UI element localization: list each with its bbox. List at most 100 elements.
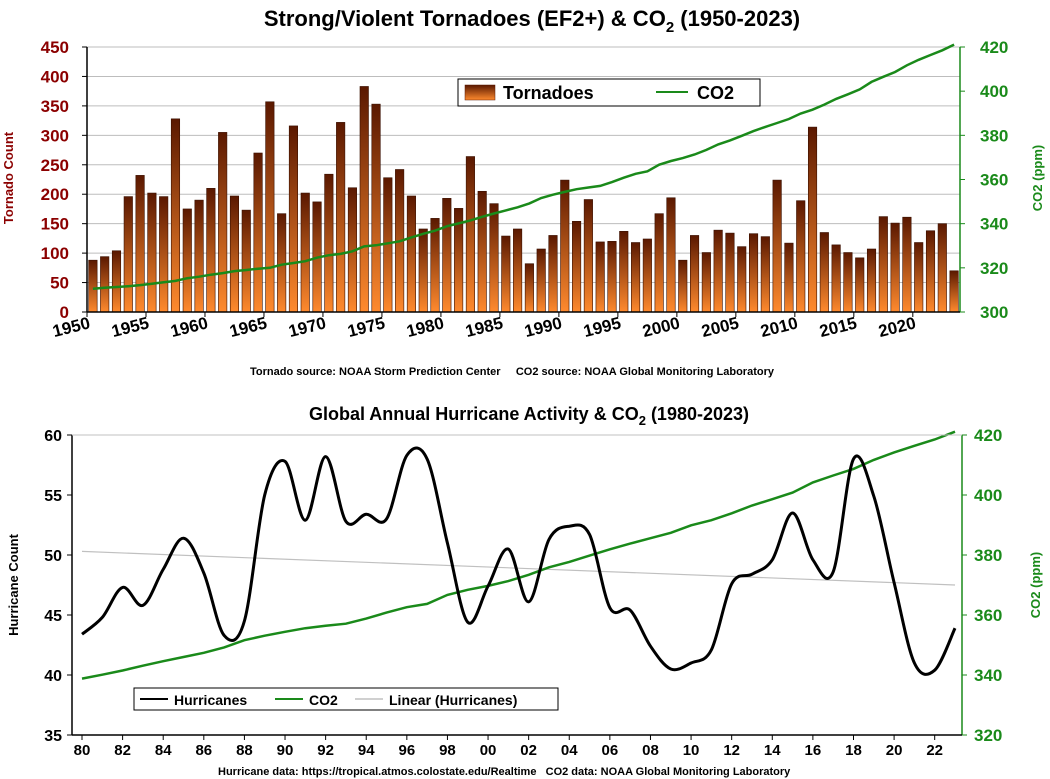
tornado-bar xyxy=(159,196,169,313)
y-tick-label: 450 xyxy=(41,38,69,57)
tornado-y2-axis-label: CO2 (ppm) xyxy=(1030,145,1045,211)
y-tick-label: 300 xyxy=(41,126,69,145)
tornado-bar xyxy=(855,257,865,313)
x-tick-label: 1960 xyxy=(169,313,210,341)
y-tick-label: 250 xyxy=(41,156,69,175)
hurricane-axes xyxy=(71,434,963,736)
tornado-bar xyxy=(666,197,676,313)
hurricane-y2-axis-label: CO2 (ppm) xyxy=(1028,552,1043,618)
y-tick-label: 150 xyxy=(41,215,69,234)
tornado-bar xyxy=(265,101,275,313)
tornado-bar xyxy=(890,222,900,313)
x-tick-label: 2020 xyxy=(876,313,917,341)
tornado-bar xyxy=(170,118,181,313)
tornado-bar xyxy=(631,242,641,313)
tornado-bar xyxy=(513,228,523,313)
hurricane-chart: Global Annual Hurricane Activity & CO2 (… xyxy=(6,404,1043,778)
x-tick-label: 1950 xyxy=(51,313,92,341)
x-tick-label: 1970 xyxy=(287,313,328,341)
tornado-bar xyxy=(300,192,310,313)
tornado-bar xyxy=(218,132,228,313)
tornado-bar xyxy=(277,213,287,313)
x-tick-label: 1965 xyxy=(228,313,269,341)
tornado-bar xyxy=(607,241,617,313)
tornado-bar xyxy=(937,223,947,313)
y-tick-label: 0 xyxy=(60,303,69,322)
tornado-bar xyxy=(713,229,723,313)
tornado-bar xyxy=(194,199,204,313)
y2-tick-label: 420 xyxy=(980,38,1008,57)
tornado-bar xyxy=(737,246,747,313)
legend-box xyxy=(133,687,559,711)
tornado-bar xyxy=(123,196,133,313)
y2-tick-label: 380 xyxy=(974,546,1002,565)
x-tick-label: 90 xyxy=(277,742,294,759)
y2-tick-label: 420 xyxy=(974,426,1002,445)
tornado-bar xyxy=(147,192,157,313)
x-tick-label: 82 xyxy=(114,742,131,759)
y-tick-label: 50 xyxy=(50,274,69,293)
tornado-bar xyxy=(359,86,369,313)
tornado-bar xyxy=(182,208,192,313)
tornado-bar xyxy=(135,175,145,313)
hurricane-source-note: Hurricane data: https://tropical.atmos.c… xyxy=(218,766,791,778)
x-tick-label: 12 xyxy=(723,742,740,759)
x-tick-label: 04 xyxy=(561,742,578,759)
tornado-bar xyxy=(371,103,381,313)
x-tick-label: 2005 xyxy=(700,313,741,341)
tornado-bar xyxy=(866,248,877,313)
legend-hurricanes-label: Hurricanes xyxy=(174,692,247,708)
y-tick-label: 40 xyxy=(44,668,62,685)
tornado-bar xyxy=(690,235,700,313)
tornado-bar xyxy=(583,199,593,313)
x-tick-label: 18 xyxy=(845,742,862,759)
tornado-bar xyxy=(949,270,959,313)
y2-tick-label: 360 xyxy=(980,171,1008,190)
y-tick-label: 55 xyxy=(44,488,62,505)
y2-tick-label: 400 xyxy=(974,486,1002,505)
y2-tick-label: 300 xyxy=(980,303,1008,322)
x-tick-label: 1990 xyxy=(523,313,564,341)
y-tick-label: 200 xyxy=(41,185,69,204)
tornado-bar xyxy=(88,259,98,313)
tornado-bar xyxy=(324,173,334,313)
y2-tick-label: 340 xyxy=(974,666,1002,685)
tornado-bar xyxy=(560,179,570,313)
legend-co2-label: CO2 xyxy=(309,692,338,708)
tornado-bar xyxy=(819,232,829,313)
tornado-chart: Strong/Violent Tornadoes (EF2+) & CO2 (1… xyxy=(1,6,1045,378)
legend-box xyxy=(457,78,761,107)
x-tick-label: 84 xyxy=(155,742,172,759)
tornado-bar xyxy=(336,122,346,313)
x-tick-label: 1985 xyxy=(464,313,505,341)
tornado-bar xyxy=(548,235,558,313)
x-tick-label: 80 xyxy=(74,742,91,759)
x-tick-label: 20 xyxy=(886,742,903,759)
x-tick-label: 1975 xyxy=(346,313,387,341)
legend-tornadoes-label: Tornadoes xyxy=(503,83,594,103)
tornado-bar xyxy=(654,213,664,313)
tornado-right-ticks: 300 320 340 360 380 400 420 xyxy=(960,38,1008,322)
tornado-legend: Tornadoes CO2 xyxy=(457,78,761,107)
tornado-bar xyxy=(878,216,888,313)
tornado-bar xyxy=(619,231,629,313)
legend-trend-label: Linear (Hurricanes) xyxy=(389,692,517,708)
x-tick-label: 98 xyxy=(439,742,456,759)
tornado-bar xyxy=(701,252,711,313)
tornado-bar xyxy=(241,209,251,313)
x-tick-label: 00 xyxy=(480,742,497,759)
hurricane-chart-title: Global Annual Hurricane Activity & CO2 (… xyxy=(309,404,749,428)
tornado-bar xyxy=(760,236,770,313)
tornado-bar xyxy=(748,233,759,313)
x-tick-label: 2015 xyxy=(817,313,858,341)
x-tick-label: 86 xyxy=(195,742,212,759)
tornado-bar xyxy=(595,241,605,313)
tornado-chart-title: Strong/Violent Tornadoes (EF2+) & CO2 (1… xyxy=(264,6,800,36)
x-tick-label: 02 xyxy=(520,742,537,759)
tornado-bar xyxy=(253,152,263,313)
tornado-bar xyxy=(784,242,794,313)
hurricane-count-line xyxy=(81,446,957,676)
tornado-bar xyxy=(501,235,511,313)
x-tick-label: 94 xyxy=(358,742,375,759)
